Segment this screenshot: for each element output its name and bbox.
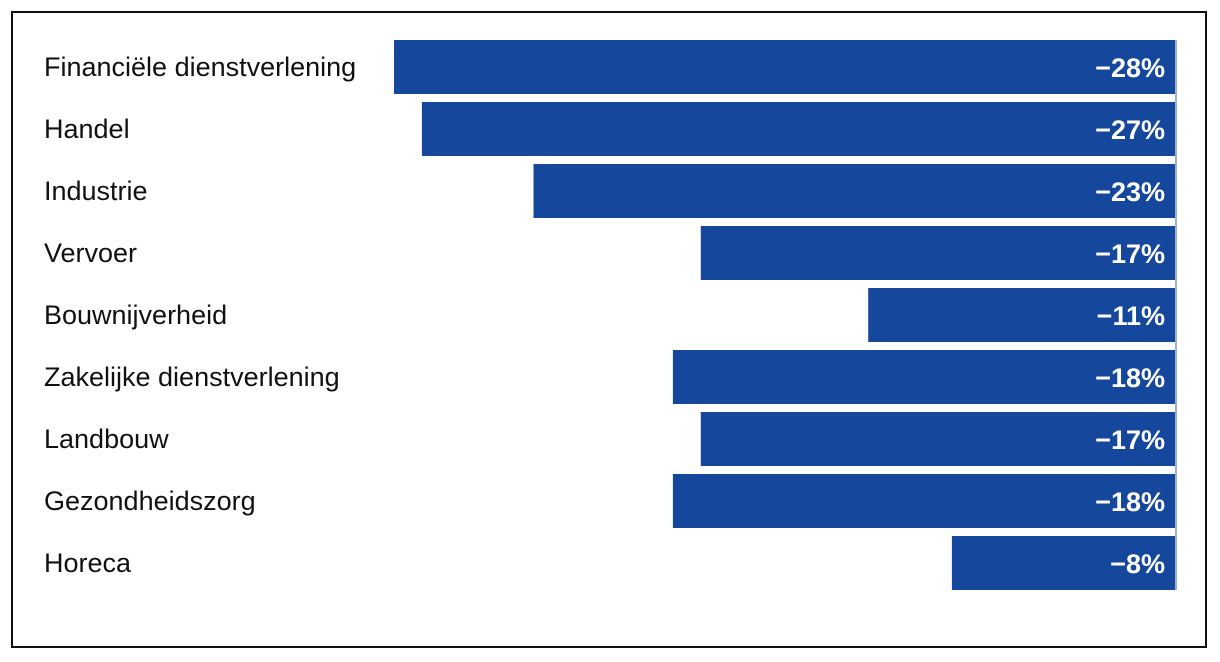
value-label: −17% xyxy=(1095,239,1165,269)
bar-3 xyxy=(533,164,1175,218)
bar-2 xyxy=(421,102,1175,156)
bar-9 xyxy=(951,536,1175,590)
value-label: −27% xyxy=(1095,115,1165,145)
bar-7 xyxy=(700,412,1175,466)
category-label: Industrie xyxy=(44,176,148,206)
bar-4 xyxy=(700,226,1175,280)
value-label: −18% xyxy=(1095,487,1165,517)
category-label: Handel xyxy=(44,114,130,144)
category-label: Gezondheidszorg xyxy=(44,486,256,516)
bar-1 xyxy=(394,40,1175,94)
bar-5 xyxy=(868,288,1175,342)
value-label: −17% xyxy=(1095,425,1165,455)
bar-6 xyxy=(672,350,1175,404)
value-label: −18% xyxy=(1095,363,1165,393)
bar-8 xyxy=(672,474,1175,528)
category-label: Horeca xyxy=(44,548,132,578)
category-label: Zakelijke dienstverlening xyxy=(44,362,340,392)
category-label: Financiële dienstverlening xyxy=(44,52,356,82)
value-label: −28% xyxy=(1095,53,1165,83)
category-label: Vervoer xyxy=(44,238,137,268)
value-label: −23% xyxy=(1095,177,1165,207)
value-label: −8% xyxy=(1110,549,1165,579)
value-label: −11% xyxy=(1097,301,1165,331)
category-label: Landbouw xyxy=(44,424,169,454)
category-label: Bouwnijverheid xyxy=(44,300,227,330)
